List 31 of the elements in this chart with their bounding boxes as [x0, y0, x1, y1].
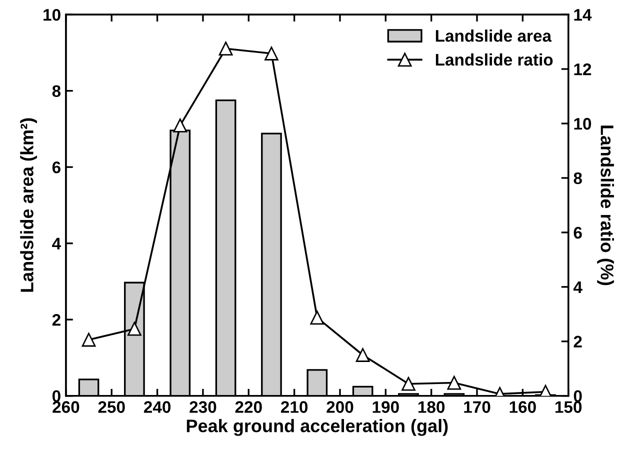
y2-axis-title: Landslide ratio (%) [597, 126, 614, 286]
y-axis-title: Landslide area (km²) [20, 118, 37, 292]
x-tick-label: 230 [190, 401, 216, 413]
y-tick-label: 4 [52, 238, 61, 250]
x-tick-label: 190 [372, 401, 399, 413]
y2-tick-label: 4 [573, 281, 582, 293]
y2-tick-label: 0 [574, 390, 582, 402]
x-axis-title: Peak ground acceleration (gal) [186, 419, 448, 436]
y-tick-label: 2 [52, 314, 60, 326]
y-tick-label: 10 [44, 8, 60, 21]
legend-label: Landslide ratio [436, 53, 553, 66]
x-tick-label: 180 [418, 401, 445, 413]
x-tick-label: 200 [326, 401, 354, 413]
y2-tick-label: 8 [574, 172, 582, 184]
y2-tick-label: 12 [574, 63, 592, 76]
legend-label: Landslide area [436, 30, 552, 42]
x-tick-label: 170 [464, 401, 490, 413]
x-tick-label: 240 [144, 401, 171, 413]
y-tick-label: 0 [52, 390, 60, 402]
x-tick-label: 210 [280, 401, 308, 413]
y2-tick-label: 2 [574, 336, 582, 348]
y2-tick-label: 14 [574, 9, 592, 21]
x-tick-label: 250 [98, 401, 125, 413]
y-tick-label: 6 [52, 161, 60, 174]
x-tick-label: 260 [52, 401, 80, 413]
x-tick-label: 150 [555, 401, 582, 413]
x-tick-label: 160 [510, 401, 536, 413]
x-tick-label: 220 [235, 401, 262, 413]
y2-tick-label: 10 [574, 118, 592, 130]
y2-tick-label: 6 [574, 226, 582, 239]
y-tick-label: 8 [52, 85, 61, 98]
